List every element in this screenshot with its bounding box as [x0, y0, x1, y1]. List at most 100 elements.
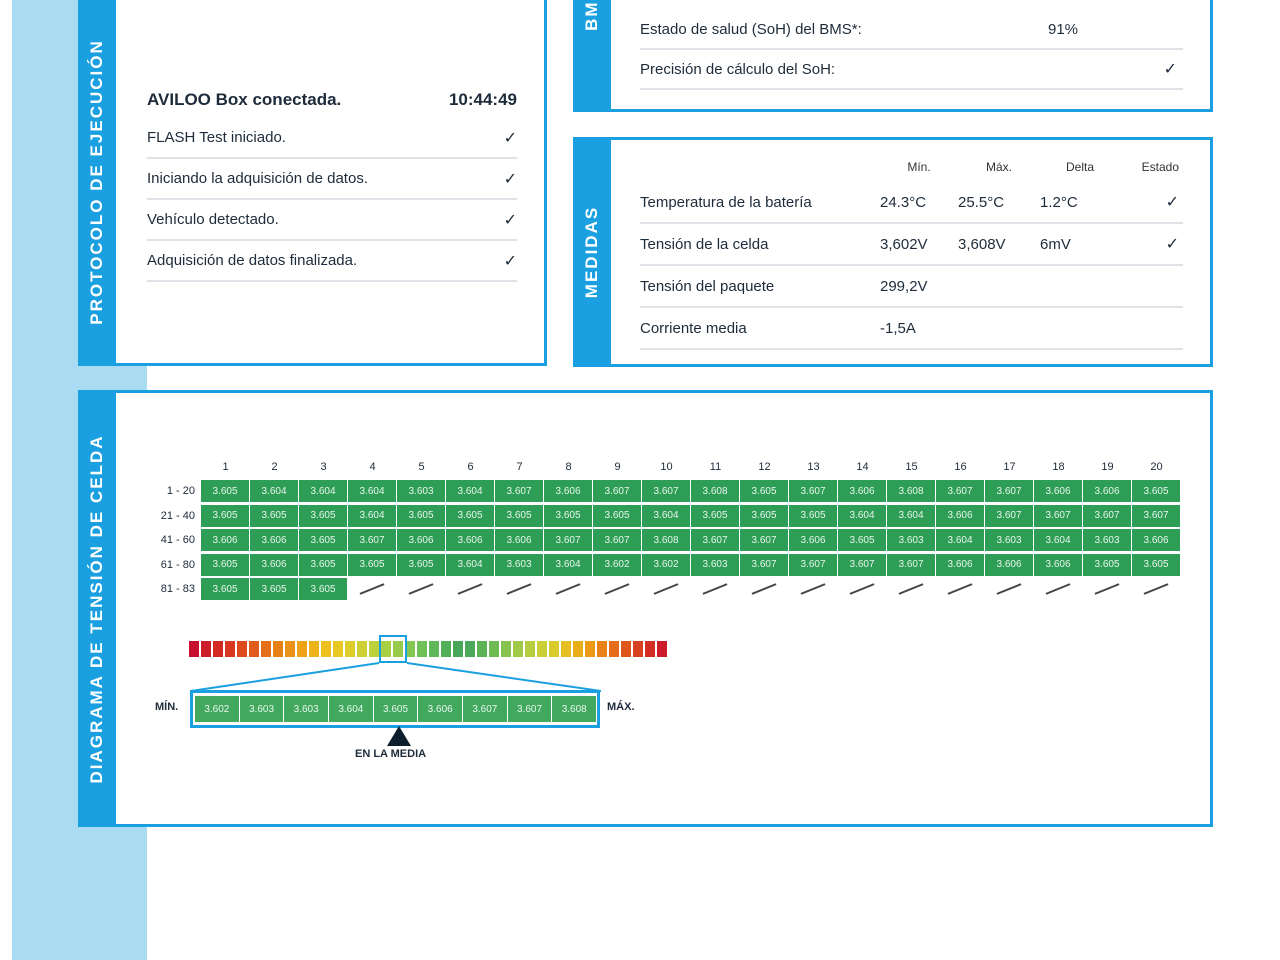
soh-value: 91% — [1048, 20, 1079, 38]
row-range-label: 21 - 40 — [160, 509, 195, 522]
voltage-cell: 3.604 — [299, 480, 347, 503]
voltage-cell: 3.606 — [495, 529, 543, 552]
box-connected-label: AVILOO Box conectada. — [147, 90, 342, 109]
voltage-cell: 3.605 — [1083, 553, 1131, 576]
connection-time: 10:44:49 — [448, 90, 517, 109]
voltage-cell: 3.607 — [1083, 504, 1131, 527]
max-value: 3,608V — [958, 235, 1006, 253]
min-value: 24.3°C — [880, 193, 927, 211]
voltage-cell: 3.605 — [348, 553, 396, 576]
column-number: 7 — [516, 461, 523, 473]
color-scale-bar — [189, 641, 669, 657]
legend-value-cell: 3.605 — [373, 696, 418, 722]
voltage-cell: 3.604 — [446, 480, 494, 503]
column-number: 3 — [320, 461, 327, 473]
voltage-cell: 3.605 — [397, 504, 445, 527]
empty-cell — [642, 578, 690, 600]
legend-value-cell: 3.604 — [329, 696, 373, 722]
column-number: 19 — [1101, 461, 1114, 473]
voltage-cell: 3.608 — [691, 480, 739, 503]
checkmark-icon: ✓ — [503, 252, 517, 270]
column-number: 6 — [467, 461, 474, 473]
scale-average-marker — [379, 635, 407, 663]
scale-segment — [213, 641, 223, 657]
measurements-header: Mín. Máx. Delta Estado — [640, 160, 1183, 182]
column-number: 18 — [1052, 461, 1065, 473]
diagram-side-tab: DIAGRAMA DE TENSIÓN DE CELDA — [78, 390, 116, 827]
scale-segment — [321, 641, 331, 657]
voltage-cell: 3.606 — [250, 529, 298, 552]
empty-cell — [740, 578, 788, 600]
voltage-cell: 3.605 — [691, 504, 739, 527]
voltage-cell: 3.605 — [397, 553, 445, 576]
checkmark-icon: ✓ — [1165, 194, 1179, 211]
voltage-cell: 3.607 — [936, 480, 984, 503]
voltage-cell: 3.605 — [201, 504, 249, 527]
scale-segment — [501, 641, 511, 657]
scale-segment — [633, 641, 643, 657]
bms-side-tab: BMS — [573, 0, 611, 112]
empty-cell — [936, 578, 984, 600]
voltage-cell: 3.606 — [544, 480, 592, 503]
scale-segment — [249, 641, 259, 657]
soh-label: Estado de salud (SoH) del BMS*: — [640, 20, 862, 38]
measurements-panel: MEDIDAS Mín. Máx. Delta Estado Temperatu… — [573, 137, 1213, 367]
column-number: 9 — [614, 461, 621, 473]
measurements-side-tab: MEDIDAS — [573, 137, 611, 367]
column-number: 10 — [660, 461, 673, 473]
row-label: Temperatura de la batería — [640, 193, 812, 211]
scale-segment — [537, 641, 547, 657]
voltage-cell: 3.605 — [299, 529, 347, 552]
legend-value-cell: 3.602 — [195, 696, 239, 722]
voltage-cell: 3.607 — [691, 529, 739, 552]
voltage-cell: 3.607 — [740, 529, 788, 552]
table-row: 61 - 80 3.605 3.606 3.605 3.605 3.605 3.604 3.6… — [141, 553, 1181, 578]
scale-segment — [309, 641, 319, 657]
voltage-cell: 3.607 — [838, 553, 886, 576]
voltage-cell: 3.607 — [740, 553, 788, 576]
scale-segment — [561, 641, 571, 657]
bms-rows: Estado de salud (SoH) del BMS*: 91% Prec… — [640, 10, 1183, 90]
voltage-cell: 3.606 — [1034, 480, 1082, 503]
voltage-cell: 3.604 — [348, 480, 396, 503]
voltage-cell: 3.605 — [201, 480, 249, 503]
execution-protocol-panel: PROTOCOLO DE EJECUCIÓN AVILOO Box conect… — [78, 0, 547, 366]
voltage-cell: 3.606 — [985, 553, 1033, 576]
voltage-cell: 3.605 — [299, 578, 347, 601]
precision-label: Precisión de cálculo del SoH: — [640, 60, 836, 78]
row-range-label: 41 - 60 — [160, 534, 195, 547]
protocol-step: Adquisición de datos finalizada. ✓ — [147, 241, 517, 282]
scale-segment — [405, 641, 415, 657]
voltage-cell: 3.607 — [789, 480, 837, 503]
diagram-tab-label: DIAGRAMA DE TENSIÓN DE CELDA — [87, 433, 106, 784]
voltage-cell: 3.607 — [985, 504, 1033, 527]
min-value: 3,602V — [880, 235, 928, 253]
legend-value-cell: 3.608 — [552, 696, 597, 722]
empty-cell — [1083, 578, 1131, 600]
column-number: 5 — [418, 461, 425, 473]
max-value: 25.5°C — [958, 193, 1005, 211]
voltage-cell: 3.606 — [838, 480, 886, 503]
delta-value: 1.2°C — [1040, 193, 1078, 211]
checkmark-icon: ✓ — [503, 211, 517, 229]
column-number: 16 — [954, 461, 967, 473]
triangle-pointer-icon — [387, 726, 411, 746]
empty-cell — [1132, 578, 1180, 600]
legend-value-cell: 3.606 — [418, 696, 463, 722]
voltage-cell: 3.603 — [985, 529, 1033, 552]
voltage-cell: 3.606 — [936, 504, 984, 527]
table-row: 1 - 20 3.605 3.604 3.604 3.604 3.603 3.604 3.60… — [141, 479, 1181, 504]
measurements-tab-label: MEDIDAS — [582, 205, 601, 299]
column-number: 14 — [856, 461, 869, 473]
scale-segment — [429, 641, 439, 657]
table-row: Tensión del paquete 299,2V — [640, 266, 1183, 308]
protocol-tab-label: PROTOCOLO DE EJECUCIÓN — [87, 38, 106, 325]
header-min: Mín. — [907, 160, 931, 174]
scale-segment — [273, 641, 283, 657]
zoom-connector-lines — [190, 662, 602, 692]
voltage-cell: 3.605 — [593, 504, 641, 527]
voltage-cell: 3.602 — [642, 553, 690, 576]
scale-segment — [525, 641, 535, 657]
empty-cell — [397, 578, 445, 600]
column-number: 8 — [565, 461, 572, 473]
